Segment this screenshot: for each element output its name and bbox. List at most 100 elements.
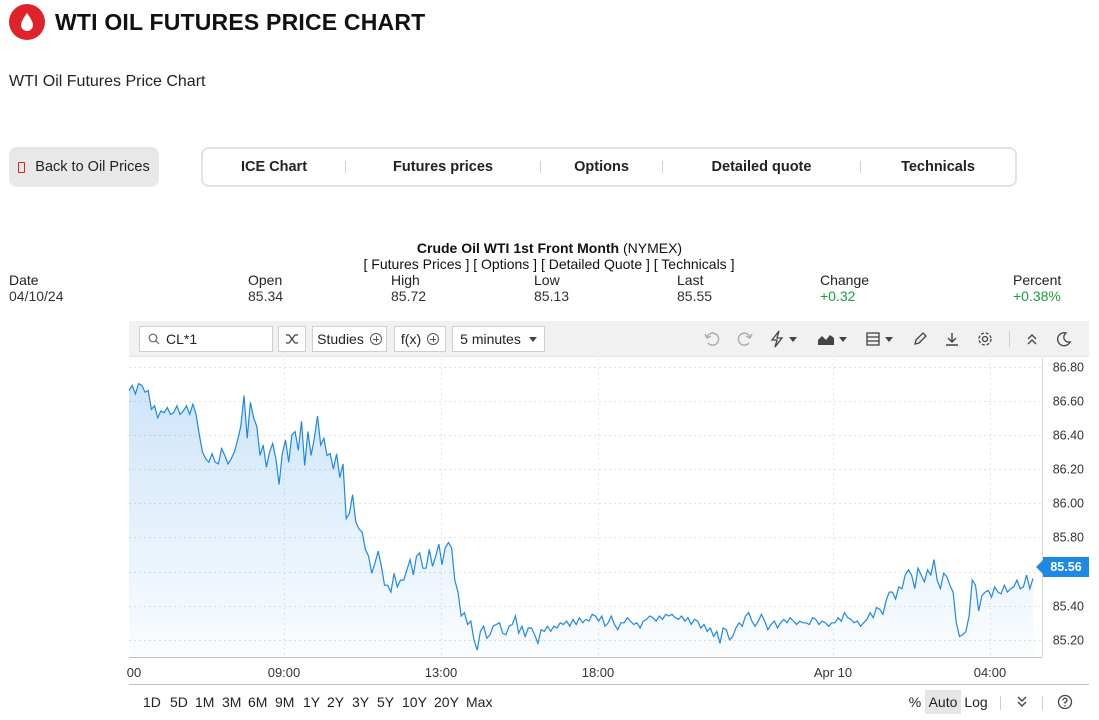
stat-change: Change +0.32 (820, 272, 869, 304)
page-header: WTI OIL FUTURES PRICE CHART (9, 4, 425, 40)
low-value: 85.13 (534, 288, 570, 304)
range-3y[interactable]: 3Y (352, 694, 370, 710)
fx-label: f(x) (400, 331, 422, 347)
price-area (129, 383, 1033, 657)
link-options[interactable]: [ Options ] (473, 256, 538, 272)
y-tick-label: 86.20 (1053, 463, 1084, 477)
interval-dropdown[interactable]: 5 minutes (452, 326, 545, 352)
x-tick-label: Apr 10 (814, 665, 852, 680)
chart-toolbar: CL*1 Studies f(x) 5 minutes (129, 321, 1089, 357)
dark-mode-icon[interactable] (1056, 330, 1072, 348)
chevron-down-icon (528, 336, 537, 342)
tab-technicals[interactable]: Technicals (901, 159, 975, 175)
date-value: 04/10/24 (9, 288, 64, 304)
tab-ice-chart[interactable]: ICE Chart (240, 159, 308, 175)
range-3m[interactable]: 3M (222, 694, 242, 710)
range-10y[interactable]: 10Y (402, 694, 427, 710)
back-to-oil-prices-button[interactable]: Back to Oil Prices (9, 147, 159, 187)
log-scale-button[interactable]: Log (964, 694, 988, 710)
y-tick-label: 85.20 (1053, 634, 1084, 648)
collapse-icon[interactable] (1026, 330, 1038, 348)
price-line (128, 382, 1034, 651)
page-title: WTI OIL FUTURES PRICE CHART (55, 8, 426, 35)
date-label: Date (9, 272, 39, 288)
chevron-down-icon (789, 336, 797, 342)
compare-shuffle-button[interactable] (278, 326, 306, 352)
studies-button[interactable]: Studies (312, 326, 387, 352)
search-icon (148, 333, 160, 345)
redo-icon[interactable] (736, 330, 754, 348)
percent-scale-button[interactable]: % (908, 694, 922, 710)
chart-type-icon[interactable] (817, 330, 847, 348)
range-9m[interactable]: 9M (275, 694, 295, 710)
interval-label: 5 minutes (460, 331, 521, 347)
page-subtitle: WTI Oil Futures Price Chart (9, 73, 206, 90)
download-icon[interactable] (944, 330, 960, 348)
y-tick-label: 86.60 (1053, 395, 1084, 409)
last-value: 85.55 (677, 288, 713, 304)
x-axis-labels: 00 09:00 13:00 18:00 Apr 10 04:00 (127, 665, 1007, 680)
last-label: Last (677, 272, 704, 288)
high-label: High (391, 272, 420, 288)
range-2y[interactable]: 2Y (327, 694, 345, 710)
range-1m[interactable]: 1M (195, 694, 215, 710)
range-6m[interactable]: 6M (248, 694, 268, 710)
stat-high: High 85.72 (391, 272, 426, 304)
last-price-badge: 85.56 (1036, 557, 1089, 577)
open-value: 85.34 (248, 288, 284, 304)
stat-last: Last 85.55 (677, 272, 712, 304)
undo-icon[interactable] (703, 330, 721, 348)
range-1y[interactable]: 1Y (303, 694, 321, 710)
percent-label: Percent (1013, 272, 1062, 288)
stat-percent: Percent +0.38% (1013, 272, 1061, 304)
open-label: Open (248, 272, 283, 288)
symbol-search-input[interactable]: CL*1 (139, 326, 273, 352)
change-value: +0.32 (820, 288, 856, 304)
change-label: Change (820, 272, 870, 288)
add-icon (427, 333, 440, 345)
back-icon (18, 161, 26, 173)
auto-scale-button[interactable]: Auto (925, 690, 961, 714)
y-tick-label: 85.80 (1053, 531, 1084, 545)
expand-down-icon[interactable] (1013, 690, 1031, 714)
range-max[interactable]: Max (466, 694, 493, 710)
fx-button[interactable]: f(x) (394, 326, 446, 352)
low-label: Low (534, 272, 560, 288)
link-detailed-quote[interactable]: [ Detailed Quote ] (540, 256, 650, 272)
tab-divider (662, 161, 663, 173)
lightning-icon[interactable] (769, 330, 797, 348)
studies-label: Studies (317, 331, 364, 347)
tab-futures-prices[interactable]: Futures prices (393, 159, 493, 175)
y-axis-labels: 86.8086.6086.4086.2086.0085.8085.6085.40… (1053, 361, 1084, 648)
range-selector: 1D 5D 1M 3M 6M 9M 1Y 2Y 3Y 5Y 10Y 20Y Ma… (129, 688, 1089, 716)
help-icon[interactable] (1055, 690, 1075, 714)
range-divider (1000, 696, 1001, 710)
range-1d[interactable]: 1D (143, 694, 161, 710)
add-icon (369, 333, 382, 345)
x-tick-label: 09:00 (268, 665, 301, 680)
layout-icon[interactable] (865, 330, 893, 348)
x-tick-label: 18:00 (582, 665, 615, 680)
quote-links: [ Futures Prices ] [ Options ] [ Detaile… (0, 256, 1099, 272)
percent-value: +0.38% (1013, 288, 1061, 304)
link-futures-prices[interactable]: [ Futures Prices ] (363, 256, 470, 272)
range-5d[interactable]: 5D (170, 694, 188, 710)
back-button-label: Back to Oil Prices (35, 159, 150, 175)
pencil-icon[interactable] (912, 330, 928, 348)
exchange-name: (NYMEX) (622, 240, 683, 256)
tab-options[interactable]: Options (574, 159, 629, 175)
tab-detailed-quote[interactable]: Detailed quote (711, 159, 812, 175)
range-20y[interactable]: 20Y (434, 694, 459, 710)
y-tick-label: 86.40 (1053, 429, 1084, 443)
stat-date: Date 04/10/24 (9, 272, 64, 304)
link-technicals[interactable]: [ Technicals ] (653, 256, 735, 272)
high-value: 85.72 (391, 288, 427, 304)
range-5y[interactable]: 5Y (377, 694, 395, 710)
tab-divider (540, 161, 541, 173)
y-tick-label: 85.40 (1053, 600, 1084, 614)
x-tick-label: 00 (127, 665, 141, 680)
range-divider (1042, 696, 1043, 710)
gear-icon[interactable] (976, 330, 994, 348)
tab-divider (345, 161, 346, 173)
